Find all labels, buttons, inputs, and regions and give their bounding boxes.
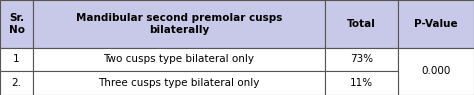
Bar: [325, 48, 398, 71]
Bar: [0, 48, 33, 71]
Bar: [398, 0, 474, 48]
Bar: [33, 71, 325, 95]
Text: Mandibular second premolar cusps
bilaterally: Mandibular second premolar cusps bilater…: [76, 13, 282, 35]
Text: Sr.
No: Sr. No: [9, 13, 25, 35]
Bar: [325, 0, 398, 48]
Text: Three cusps type bilateral only: Three cusps type bilateral only: [98, 78, 260, 88]
Text: 0.000: 0.000: [421, 66, 451, 76]
Bar: [0, 0, 33, 48]
Bar: [398, 48, 474, 95]
Bar: [33, 48, 325, 71]
Text: 2.: 2.: [11, 78, 22, 88]
Text: 73%: 73%: [350, 54, 373, 64]
Text: Two cusps type bilateral only: Two cusps type bilateral only: [103, 54, 255, 64]
Bar: [33, 0, 325, 48]
Bar: [325, 71, 398, 95]
Text: P-Value: P-Value: [414, 19, 458, 29]
Text: 1: 1: [13, 54, 20, 64]
Bar: [0, 71, 33, 95]
Text: 11%: 11%: [350, 78, 373, 88]
Text: Total: Total: [347, 19, 376, 29]
